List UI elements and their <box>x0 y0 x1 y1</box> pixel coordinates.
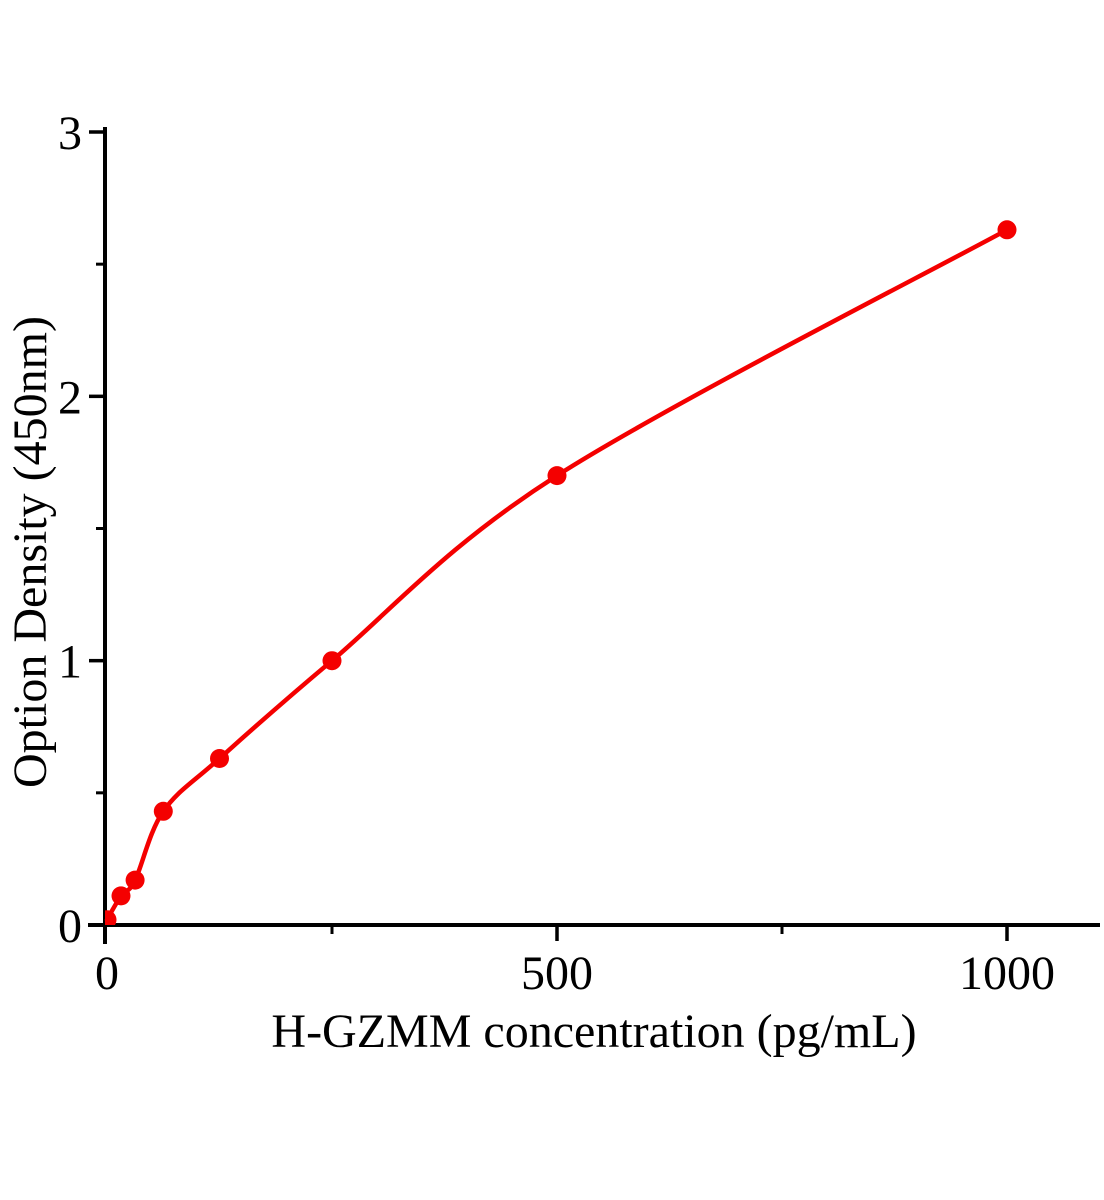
data-point <box>997 220 1017 240</box>
x-tick-label: 1000 <box>959 947 1055 1000</box>
data-point <box>322 651 342 671</box>
fit-curve <box>104 227 1010 922</box>
data-point <box>547 466 567 486</box>
y-axis-title: Option Density (450nm) <box>4 316 57 788</box>
x-tick-label: 0 <box>95 947 119 1000</box>
y-tick-label: 0 <box>58 900 82 953</box>
data-point <box>210 749 229 768</box>
x-tick-label: 500 <box>521 947 593 1000</box>
y-tick-label: 3 <box>58 107 82 160</box>
data-point <box>111 886 131 906</box>
data-point <box>125 870 145 890</box>
data-point <box>105 910 117 925</box>
x-axis-title: H-GZMM concentration (pg/mL) <box>271 1005 916 1058</box>
y-tick-label: 2 <box>58 371 82 424</box>
axes <box>88 127 1100 944</box>
tick-labels: 0 500 1000 0 1 2 3 <box>58 107 1055 1000</box>
y-tick-label: 1 <box>58 636 82 689</box>
data-points <box>105 220 1017 925</box>
data-point <box>153 801 173 821</box>
